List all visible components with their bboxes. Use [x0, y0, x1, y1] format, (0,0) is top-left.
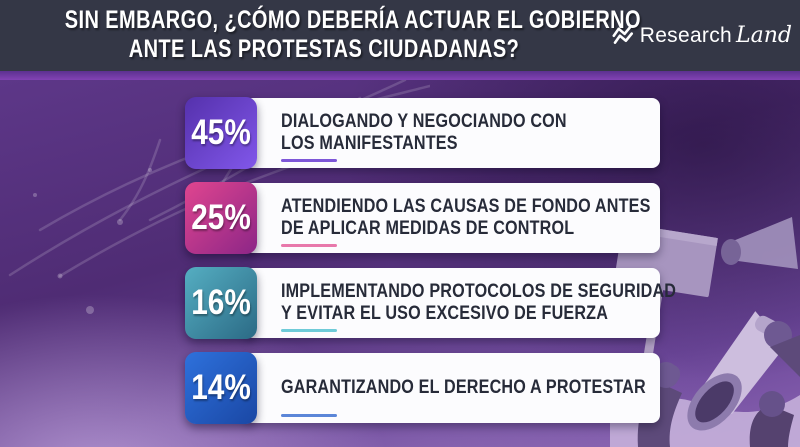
percent-badge: 25%: [185, 182, 257, 254]
answer-card: DIALOGANDO Y NEGOCIANDO CON LOS MANIFEST…: [245, 98, 660, 168]
percent-badge: 45%: [185, 97, 257, 169]
percent-value: 14%: [191, 368, 251, 407]
result-row: 25% ATENDIENDO LAS CAUSAS DE FONDO ANTES…: [185, 182, 660, 254]
answer-card: IMPLEMENTANDO PROTOCOLOS DE SEGURIDAD Y …: [245, 268, 677, 338]
answer-card: GARANTIZANDO EL DERECHO A PROTESTAR: [245, 353, 660, 423]
answer-line-1: ATENDIENDO LAS CAUSAS DE FONDO ANTES: [281, 196, 651, 217]
answer-line-1: GARANTIZANDO EL DERECHO A PROTESTAR: [281, 377, 646, 398]
percent-badge: 14%: [185, 352, 257, 424]
researchland-logo: Research Land: [611, 23, 792, 48]
result-row: 45% DIALOGANDO Y NEGOCIANDO CON LOS MANI…: [185, 97, 660, 169]
small-megaphone-graphic: [721, 217, 798, 269]
percent-badge: 16%: [185, 267, 257, 339]
question-title-line2: ANTE LAS PROTESTAS CIUDADANAS?: [128, 35, 520, 63]
question-title-line1: SIN EMBARGO, ¿CÓMO DEBERÍA ACTUAR EL GOB…: [64, 6, 641, 34]
percent-value: 25%: [191, 198, 251, 237]
fist-graphic: [764, 321, 800, 377]
logo-text-main: Research: [639, 23, 733, 47]
answer-line-1: IMPLEMENTANDO PROTOCOLOS DE SEGURIDAD: [281, 281, 677, 302]
raised-fist-graphic: [749, 391, 794, 447]
percent-value: 16%: [191, 283, 251, 322]
question-title: SIN EMBARGO, ¿CÓMO DEBERÍA ACTUAR EL GOB…: [0, 6, 648, 64]
answer-line-2: Y EVITAR EL USO EXCESIVO DE FUERZA: [281, 303, 609, 324]
megaphone-graphic: [687, 311, 786, 431]
answer-line-2: DE APLICAR MEDIDAS DE CONTROL: [281, 218, 575, 239]
result-row: 14% GARANTIZANDO EL DERECHO A PROTESTAR: [185, 352, 660, 424]
answer-line-2: LOS MANIFESTANTES: [281, 133, 458, 154]
percent-value: 45%: [191, 113, 251, 152]
result-row: 16% IMPLEMENTANDO PROTOCOLOS DE SEGURIDA…: [185, 267, 677, 339]
header-bar: SIN EMBARGO, ¿CÓMO DEBERÍA ACTUAR EL GOB…: [0, 0, 800, 71]
accent-strip: [0, 71, 800, 80]
answer-card: ATENDIENDO LAS CAUSAS DE FONDO ANTES DE …: [245, 183, 660, 253]
answer-line-1: DIALOGANDO Y NEGOCIANDO CON: [281, 111, 567, 132]
answer-underline: [281, 159, 337, 162]
wave-zigzag-icon: [611, 24, 637, 48]
answer-underline: [281, 244, 337, 247]
answer-underline: [281, 329, 337, 332]
answer-underline: [281, 414, 337, 417]
logo-text-script: Land: [736, 23, 792, 48]
results-area: 45% DIALOGANDO Y NEGOCIANDO CON LOS MANI…: [0, 80, 800, 447]
